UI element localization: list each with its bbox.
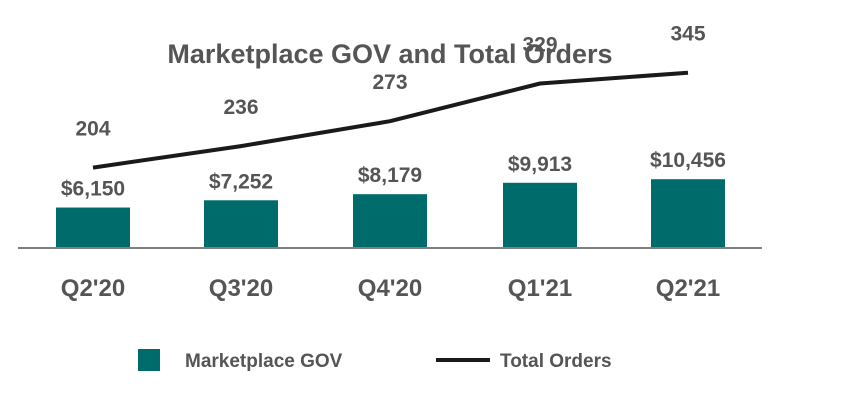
line-value-label: 204: [75, 118, 110, 141]
line-value-labels: 204 236 273 329 345: [75, 23, 705, 141]
bar-marketplace-gov: [353, 194, 427, 248]
line-value-label: 273: [372, 71, 407, 94]
legend: Marketplace GOV Total Orders: [138, 349, 612, 372]
bar-marketplace-gov: [204, 200, 278, 248]
bar-marketplace-gov: [56, 207, 130, 248]
legend-label-total-orders: Total Orders: [500, 351, 612, 372]
x-tick-label: Q2'21: [656, 275, 720, 302]
bar-value-label: $7,252: [209, 170, 273, 193]
bar-marketplace-gov: [503, 182, 577, 248]
line-value-label: 329: [522, 33, 557, 56]
bar-value-label: $9,913: [508, 153, 572, 176]
line-value-label: 236: [223, 96, 258, 119]
bar-value-labels: $6,150 $7,252 $8,179 $9,913 $10,456: [61, 149, 726, 200]
legend-swatch-marketplace-gov: [138, 349, 160, 371]
x-tick-labels: Q2'20 Q3'20 Q4'20 Q1'21 Q2'21: [61, 275, 720, 302]
bar-value-label: $8,179: [358, 164, 422, 187]
chart-title: Marketplace GOV and Total Orders: [167, 39, 612, 69]
bar-series: [56, 179, 725, 248]
x-tick-label: Q2'20: [61, 275, 125, 302]
x-tick-label: Q4'20: [358, 275, 422, 302]
bar-marketplace-gov: [651, 179, 725, 248]
total-orders-line: [92, 70, 689, 170]
bar-value-label: $6,150: [61, 178, 125, 201]
legend-label-marketplace-gov: Marketplace GOV: [185, 351, 343, 372]
x-tick-label: Q1'21: [508, 275, 572, 302]
bar-value-label: $10,456: [650, 149, 726, 172]
line-value-label: 345: [670, 23, 705, 46]
x-tick-label: Q3'20: [209, 275, 273, 302]
